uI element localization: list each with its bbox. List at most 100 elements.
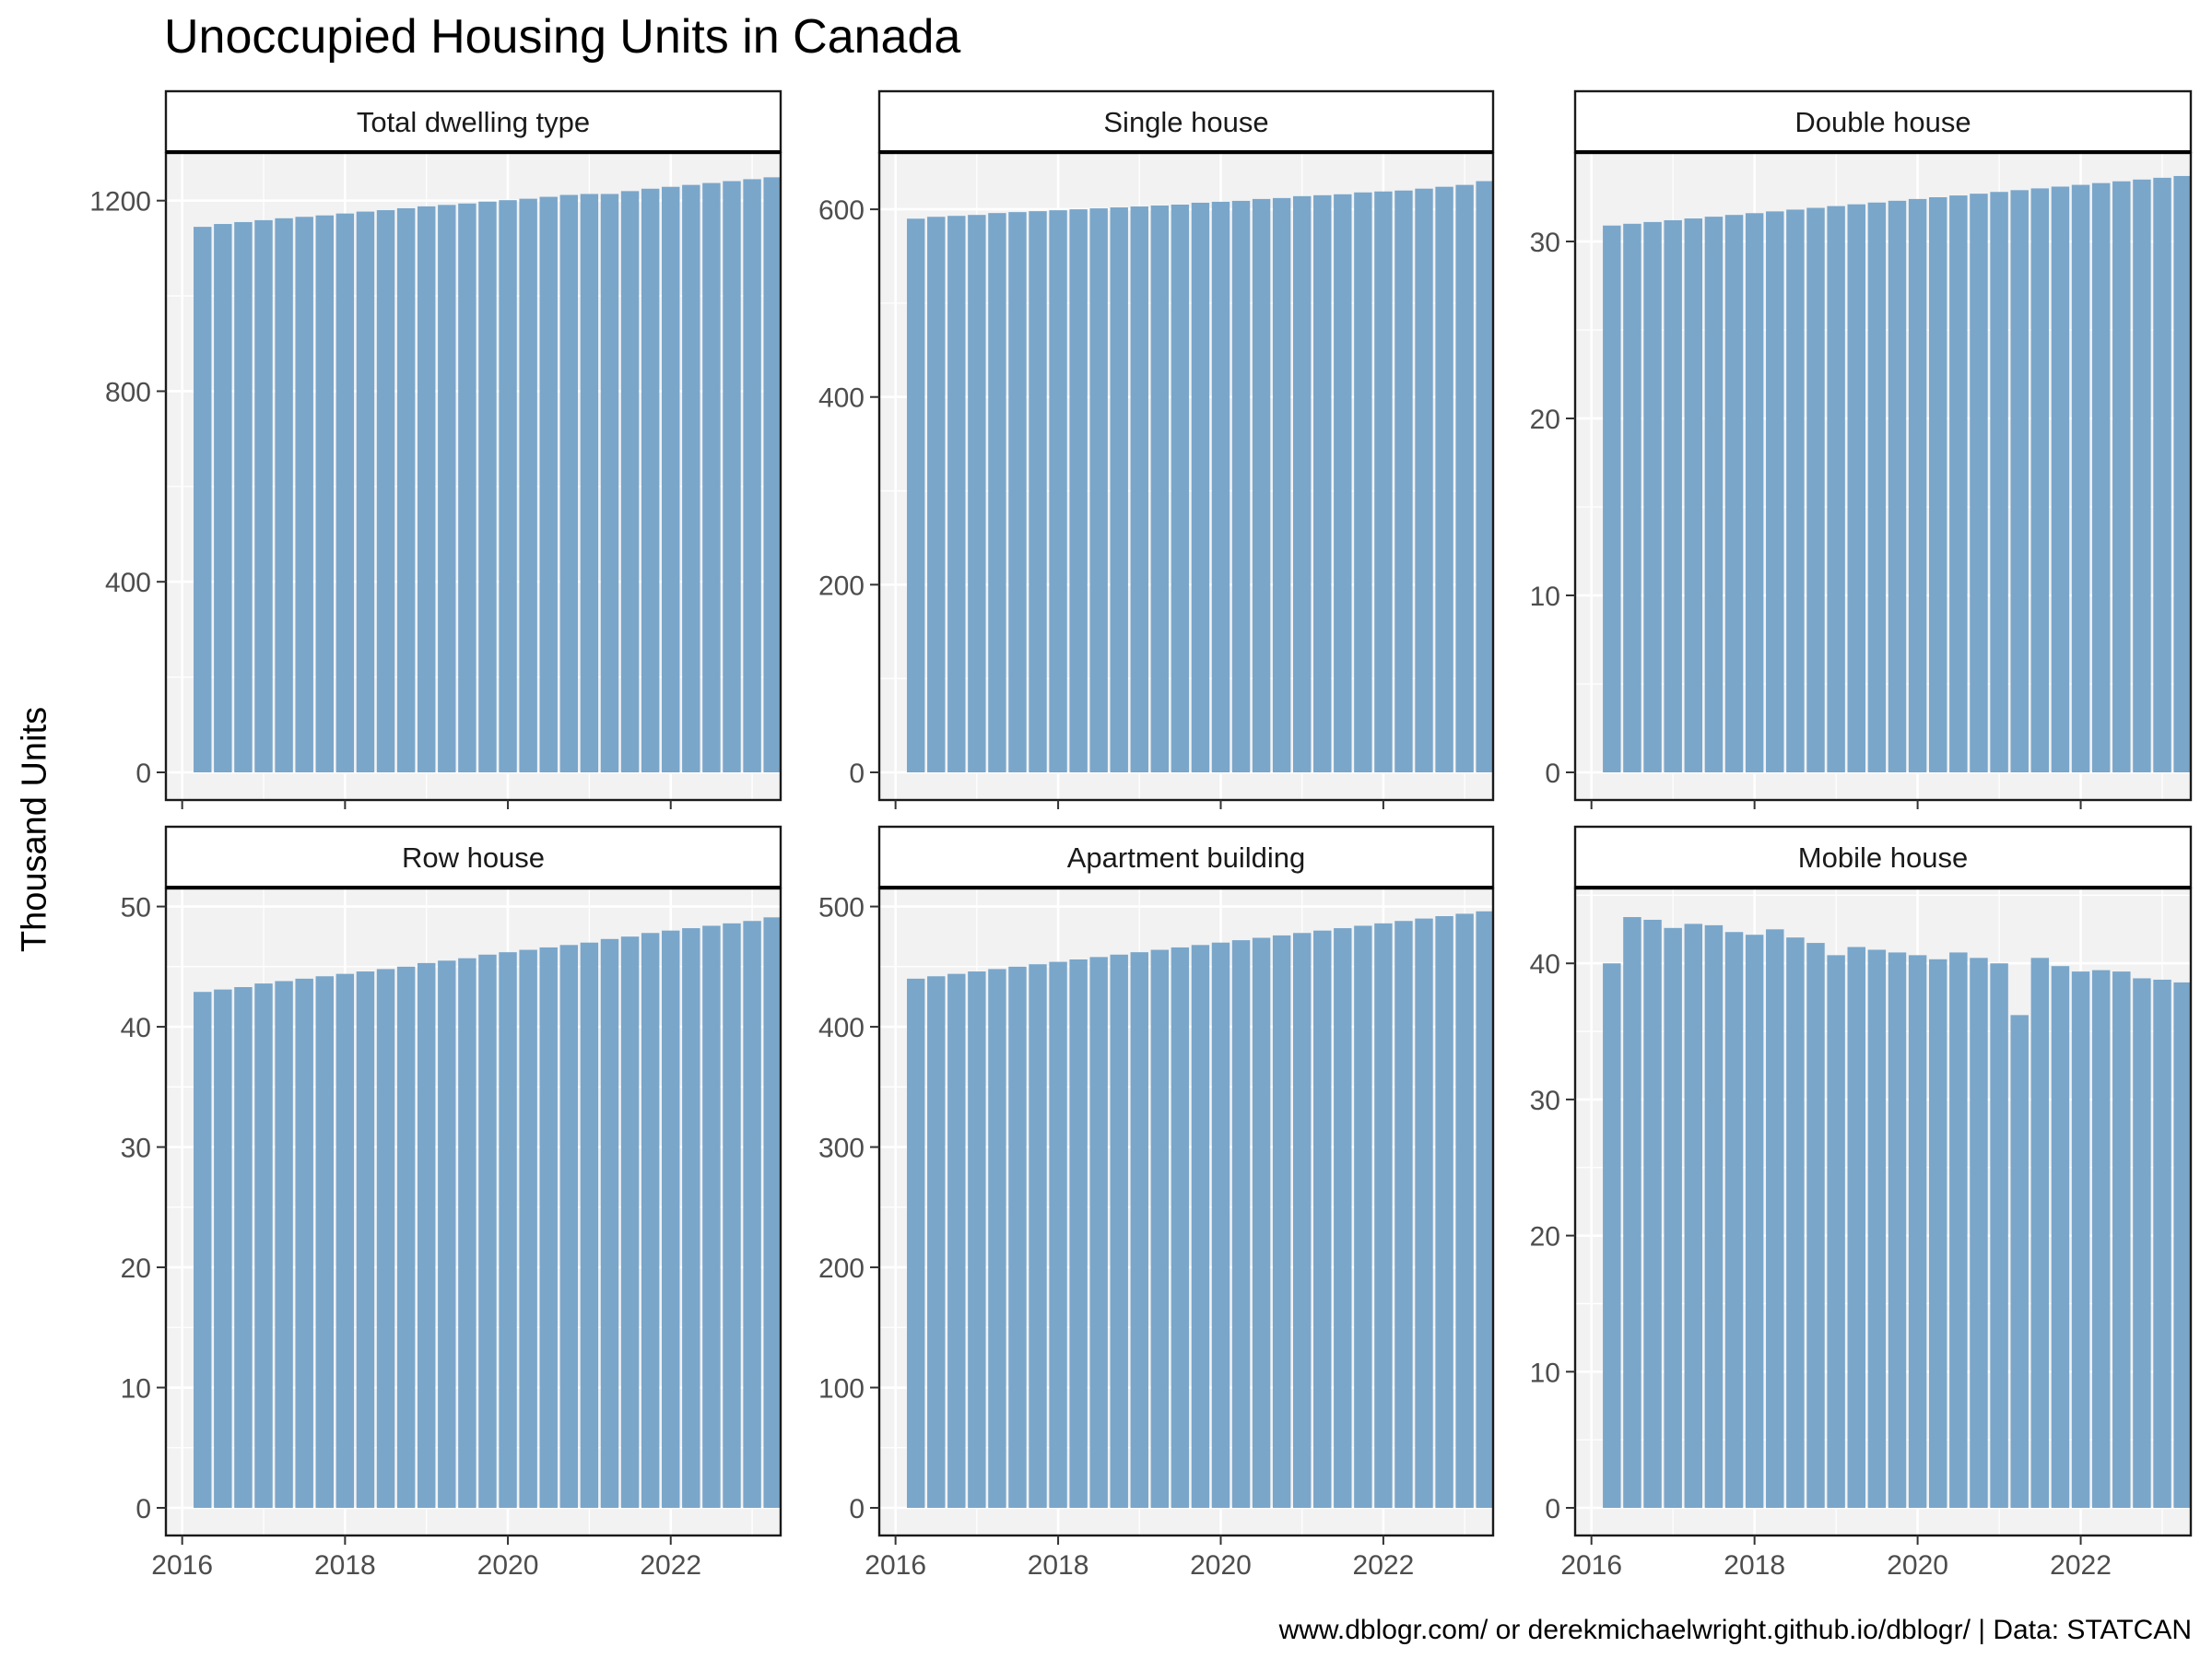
bar bbox=[947, 973, 966, 1508]
bar bbox=[1888, 200, 1907, 773]
facet-strip-label: Row house bbox=[402, 841, 545, 874]
bar bbox=[1684, 218, 1703, 773]
bar bbox=[2153, 979, 2171, 1508]
bar bbox=[315, 976, 334, 1508]
bar bbox=[234, 221, 253, 772]
y-tick-label: 100 bbox=[818, 1374, 865, 1405]
bar bbox=[947, 216, 966, 772]
bar bbox=[1908, 955, 1927, 1508]
y-tick-label: 10 bbox=[1530, 582, 1560, 612]
y-tick-label: 10 bbox=[121, 1374, 151, 1405]
bar bbox=[376, 210, 395, 772]
bar bbox=[1394, 921, 1413, 1508]
bar bbox=[194, 227, 212, 773]
bar bbox=[723, 181, 741, 772]
bar bbox=[2051, 186, 2070, 773]
facet-strip-label: Double house bbox=[1794, 106, 1971, 138]
y-tick-label: 400 bbox=[105, 568, 151, 598]
bar bbox=[1724, 215, 1744, 772]
y-tick-label: 400 bbox=[818, 1013, 865, 1043]
bar bbox=[968, 971, 986, 1508]
bar bbox=[539, 196, 558, 772]
bar bbox=[396, 207, 416, 772]
x-tick-label: 2022 bbox=[1353, 1550, 1415, 1581]
bar bbox=[1786, 209, 1805, 772]
bar bbox=[1435, 916, 1453, 1508]
y-tick-label: 800 bbox=[105, 377, 151, 407]
bar bbox=[1455, 913, 1474, 1508]
bar bbox=[1623, 917, 1641, 1508]
bar bbox=[927, 217, 946, 773]
bar bbox=[1990, 192, 2008, 773]
bar bbox=[1949, 952, 1968, 1508]
bar bbox=[1252, 198, 1271, 772]
bar bbox=[2030, 188, 2050, 772]
bar bbox=[662, 186, 680, 772]
bar bbox=[1171, 947, 1190, 1508]
bar bbox=[1130, 952, 1148, 1508]
y-tick-label: 0 bbox=[849, 759, 865, 789]
bar bbox=[1455, 184, 1474, 773]
bar bbox=[1292, 933, 1312, 1508]
bar bbox=[438, 960, 456, 1508]
bar bbox=[682, 184, 700, 772]
bar bbox=[1827, 206, 1845, 773]
bar bbox=[1069, 209, 1088, 772]
bar bbox=[1745, 935, 1764, 1508]
bar bbox=[2071, 971, 2090, 1508]
y-tick-label: 20 bbox=[1530, 1222, 1560, 1253]
bar bbox=[295, 217, 313, 772]
bar bbox=[1231, 940, 1251, 1508]
bar bbox=[1867, 202, 1887, 772]
y-tick-label: 40 bbox=[1530, 949, 1560, 980]
bar bbox=[1603, 225, 1621, 773]
bar bbox=[2030, 958, 2050, 1508]
bar bbox=[1745, 213, 1764, 772]
x-tick-label: 2020 bbox=[1887, 1550, 1948, 1581]
bar bbox=[1970, 194, 1988, 772]
bar bbox=[214, 989, 232, 1508]
bar bbox=[559, 194, 579, 772]
bar bbox=[1806, 207, 1825, 772]
bar bbox=[458, 203, 477, 773]
bar bbox=[702, 182, 721, 772]
bar bbox=[1150, 206, 1170, 772]
bar bbox=[315, 215, 334, 772]
bar bbox=[988, 213, 1006, 772]
bar bbox=[1130, 206, 1148, 772]
y-tick-label: 0 bbox=[1545, 759, 1560, 789]
facet-strip bbox=[1573, 89, 2193, 154]
bar bbox=[1704, 924, 1724, 1508]
bar bbox=[1643, 919, 1662, 1508]
bar bbox=[600, 194, 619, 772]
bar bbox=[376, 969, 395, 1508]
facet-strip bbox=[877, 89, 1495, 154]
bar bbox=[988, 969, 1006, 1508]
bar bbox=[2112, 971, 2131, 1508]
bar bbox=[356, 211, 375, 772]
bar bbox=[927, 976, 946, 1508]
bar bbox=[1643, 221, 1662, 772]
y-tick-label: 30 bbox=[121, 1134, 151, 1164]
y-tick-label: 300 bbox=[818, 1134, 865, 1164]
bar bbox=[580, 194, 599, 772]
bar bbox=[1664, 219, 1682, 772]
bar bbox=[580, 942, 599, 1508]
bar bbox=[559, 945, 579, 1508]
bar bbox=[1334, 928, 1352, 1508]
bar bbox=[2010, 1015, 2029, 1508]
bar bbox=[1231, 200, 1251, 773]
bar bbox=[1374, 923, 1393, 1508]
bar bbox=[1110, 954, 1128, 1508]
bar bbox=[438, 205, 456, 773]
bar bbox=[641, 933, 660, 1508]
y-tick-label: 200 bbox=[818, 1253, 865, 1284]
bar bbox=[2133, 179, 2151, 773]
bar bbox=[1766, 211, 1784, 773]
x-tick-label: 2022 bbox=[2050, 1550, 2112, 1581]
y-tick-label: 40 bbox=[121, 1013, 151, 1043]
bar bbox=[275, 981, 293, 1508]
bar bbox=[1354, 925, 1372, 1508]
bar bbox=[1089, 957, 1108, 1508]
facet-strip-label: Mobile house bbox=[1798, 841, 1968, 874]
